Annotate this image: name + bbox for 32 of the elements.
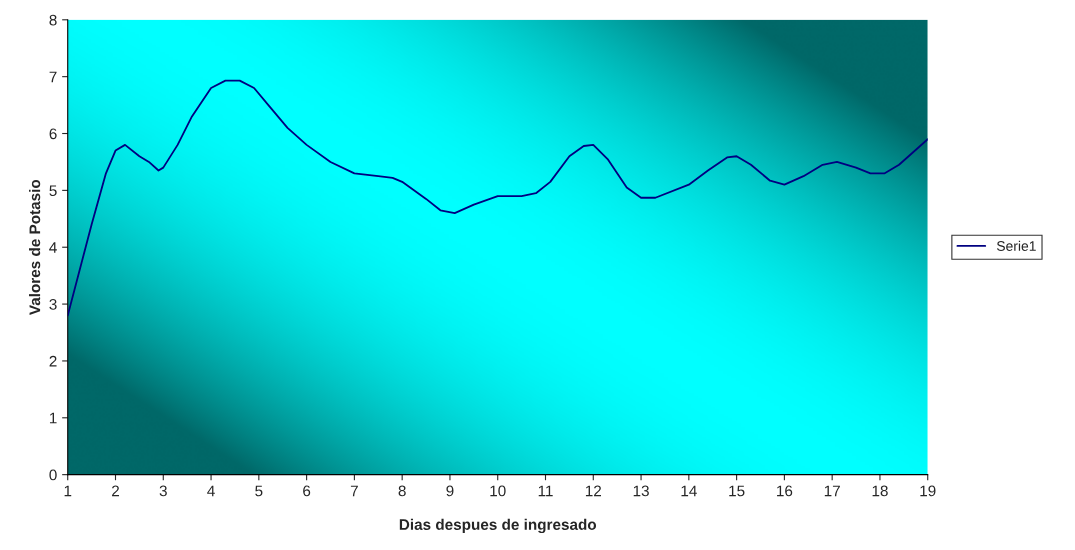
y-axis-title: Valores de Potasio — [29, 179, 41, 316]
x-axis-title: Dias despues de ingresado — [399, 518, 597, 534]
x-tick-label: 11 — [538, 485, 553, 497]
x-tick-label: 6 — [303, 485, 311, 497]
x-tick-label: 7 — [350, 485, 358, 497]
x-tick-label: 1 — [64, 485, 72, 497]
y-tick-label: 7 — [49, 71, 57, 83]
y-tick-label: 4 — [49, 242, 57, 253]
x-tick-label: 17 — [824, 485, 840, 497]
y-tick-label: 5 — [49, 185, 57, 197]
x-tick-label: 10 — [490, 485, 506, 497]
x-tick-label: 18 — [872, 485, 888, 497]
y-tick-label: 0 — [49, 469, 57, 481]
y-tick-label: 3 — [49, 298, 57, 310]
x-tick-label: 14 — [681, 485, 697, 497]
x-tick-label: 16 — [777, 485, 793, 497]
y-tick-label: 2 — [49, 355, 57, 367]
x-tick-label: 5 — [255, 485, 263, 497]
x-tick-label: 9 — [446, 485, 454, 497]
y-tick-label: 1 — [49, 412, 57, 424]
y-tick-label: 6 — [49, 128, 57, 140]
y-tick-label: 8 — [49, 14, 57, 26]
legend-label: Serie1 — [996, 240, 1036, 251]
x-tick-label: 8 — [398, 485, 406, 497]
x-tick-label: 12 — [585, 485, 602, 497]
x-tick-label: 3 — [159, 485, 167, 497]
line-series — [67, 79, 928, 317]
x-tick-label: 2 — [112, 485, 119, 497]
x-tick-label: 13 — [633, 485, 649, 497]
x-tick-label: 4 — [207, 485, 215, 497]
x-tick-label: 15 — [729, 485, 745, 497]
x-tick-label: 19 — [920, 485, 936, 497]
